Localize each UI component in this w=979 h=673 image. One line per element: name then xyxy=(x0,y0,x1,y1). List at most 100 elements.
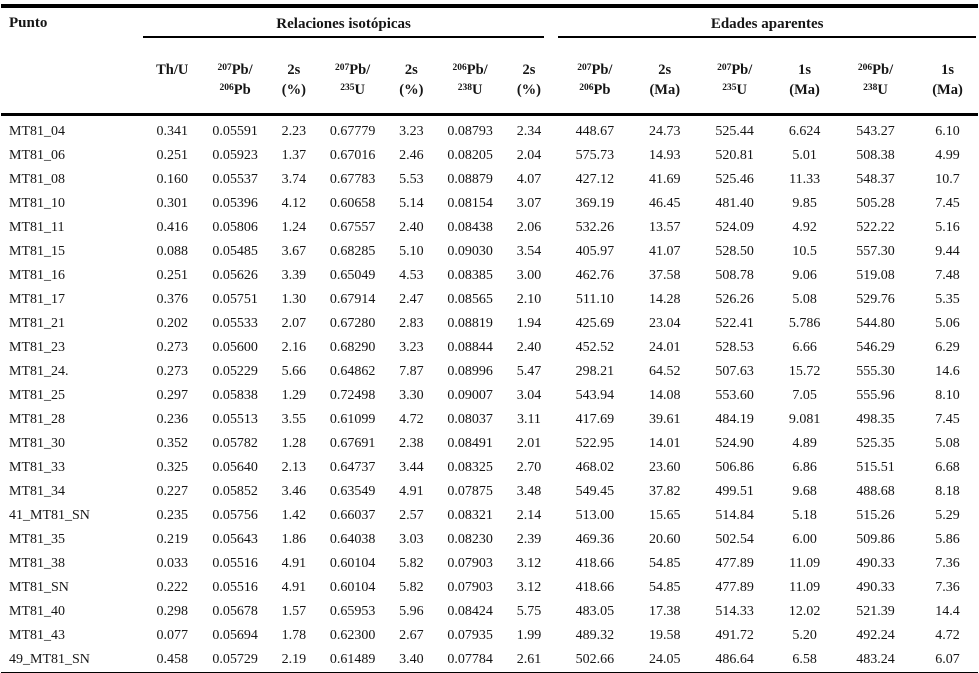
column-header-line: 206Pb/ xyxy=(857,62,894,78)
cell: 14.6 xyxy=(935,364,960,379)
cell: 522.22 xyxy=(856,220,895,235)
row-label: MT81_24. xyxy=(9,364,69,379)
cell: 14.08 xyxy=(649,388,681,403)
cell: 0.08385 xyxy=(447,268,493,283)
cell: 0.05782 xyxy=(212,436,258,451)
column-header-line: 1s xyxy=(798,62,812,78)
column-header-line: 206Pb xyxy=(219,82,251,98)
table-row: MT81_10 0.301 0.05396 4.12 0.60658 5.14 0.0815… xyxy=(1,192,978,216)
header-row-columns: Th/U 207Pb/206Pb 2s (%) 207Pb/235U 2s (%) 206Pb… xyxy=(1,56,978,116)
cell: 0.64737 xyxy=(329,460,376,475)
cell: 4.91 xyxy=(281,556,307,571)
cell: 0.458 xyxy=(156,652,188,667)
cell: 3.46 xyxy=(281,484,307,499)
cell: 41.07 xyxy=(649,244,681,259)
column-header-line: (Ma) xyxy=(649,82,681,98)
column-header-line: (Ma) xyxy=(789,82,820,98)
cell: 5.786 xyxy=(788,316,821,331)
cell: 2.14 xyxy=(516,508,542,523)
cell: 0.08996 xyxy=(447,364,493,379)
column-header-line: 2s xyxy=(522,62,536,78)
cell: 7.87 xyxy=(399,364,424,379)
table-row: MT81_17 0.376 0.05751 1.30 0.67914 2.47 0.0856… xyxy=(1,288,978,312)
cell: 462.76 xyxy=(575,268,615,283)
row-label: MT81_21 xyxy=(9,316,65,331)
cell: 2.01 xyxy=(516,436,542,451)
cell: 6.29 xyxy=(935,340,960,355)
column-header-th-u: Th/U xyxy=(142,56,202,116)
column-header-line: 2s xyxy=(658,62,672,78)
cell: 490.33 xyxy=(856,556,895,571)
cell: 3.07 xyxy=(516,196,542,211)
isotope-mass-superscript: 206 xyxy=(219,83,234,93)
cell: 0.07903 xyxy=(447,556,493,571)
table-row: MT81_40 0.298 0.05678 1.57 0.65953 5.96 0.0842… xyxy=(1,600,978,624)
cell: 5.20 xyxy=(792,628,817,643)
cell: 0.05806 xyxy=(212,220,258,235)
cell: 8.18 xyxy=(935,484,960,499)
column-header-line: 238U xyxy=(863,82,888,98)
isotope-mass-superscript: 206 xyxy=(579,83,594,93)
cell: 555.96 xyxy=(856,388,895,403)
row-label: MT81_10 xyxy=(9,196,65,211)
cell: 0.05678 xyxy=(212,604,258,619)
cell: 515.26 xyxy=(856,508,895,523)
cell: 0.60104 xyxy=(329,556,376,571)
cell: 491.72 xyxy=(715,628,754,643)
cell: 24.05 xyxy=(649,652,681,667)
cell: 6.68 xyxy=(935,460,960,475)
cell: 37.58 xyxy=(649,268,681,283)
cell: 2.40 xyxy=(399,220,424,235)
cell: 0.251 xyxy=(156,148,188,163)
cell: 9.68 xyxy=(792,484,817,499)
cell: 9.06 xyxy=(792,268,817,283)
cell: 11.09 xyxy=(789,556,821,571)
cell: 4.53 xyxy=(399,268,424,283)
cell: 2.34 xyxy=(516,124,542,139)
cell: 54.85 xyxy=(649,580,681,595)
cell: 0.08325 xyxy=(447,460,493,475)
cell: 0.219 xyxy=(156,532,188,547)
cell: 486.64 xyxy=(715,652,754,667)
cell: 17.38 xyxy=(649,604,681,619)
cell: 452.52 xyxy=(575,340,615,355)
cell: 0.68285 xyxy=(329,244,376,259)
cell: 522.95 xyxy=(575,436,615,451)
table-body: MT81_04 0.341 0.05591 2.23 0.67779 3.23 0.0879… xyxy=(1,115,978,673)
cell: 5.16 xyxy=(935,220,960,235)
cell: 6.66 xyxy=(792,340,817,355)
cell: 2.16 xyxy=(281,340,307,355)
cell: 0.68290 xyxy=(329,340,376,355)
cell: 0.160 xyxy=(156,172,188,187)
cell: 0.61099 xyxy=(329,412,376,427)
table-row: MT81_24. 0.273 0.05229 5.66 0.64862 7.87 0.089… xyxy=(1,360,978,384)
column-header-line: (%) xyxy=(281,82,306,98)
cell: 548.37 xyxy=(856,172,895,187)
row-label: MT81_SN xyxy=(9,580,69,595)
cell: 4.72 xyxy=(935,628,960,643)
cell: 502.66 xyxy=(575,652,615,667)
cell: 0.64862 xyxy=(329,364,376,379)
cell: 5.75 xyxy=(516,604,542,619)
cell: 0.05396 xyxy=(212,196,258,211)
cell: 3.55 xyxy=(281,412,307,427)
row-label: MT81_30 xyxy=(9,436,65,451)
cell: 3.40 xyxy=(399,652,424,667)
cell: 0.08321 xyxy=(447,508,493,523)
cell: 0.297 xyxy=(156,388,188,403)
column-header-line: Th/U xyxy=(156,62,189,78)
cell: 9.081 xyxy=(788,412,821,427)
cell: 405.97 xyxy=(575,244,615,259)
cell: 1.30 xyxy=(281,292,307,307)
cell: 3.44 xyxy=(399,460,424,475)
cell: 0.05516 xyxy=(212,580,258,595)
cell: 490.33 xyxy=(856,580,895,595)
cell: 2.13 xyxy=(281,460,307,475)
table-row: MT81_38 0.033 0.05516 4.91 0.60104 5.82 0.0790… xyxy=(1,552,978,576)
cell: 0.298 xyxy=(156,604,188,619)
cell: 481.40 xyxy=(715,196,754,211)
cell: 2.19 xyxy=(281,652,307,667)
cell: 0.416 xyxy=(156,220,188,235)
cell: 4.72 xyxy=(399,412,424,427)
cell: 9.44 xyxy=(935,244,960,259)
